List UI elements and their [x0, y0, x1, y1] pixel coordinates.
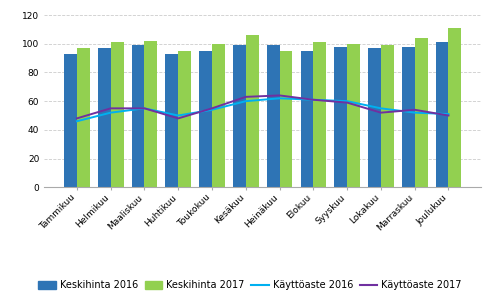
Bar [246, 35, 259, 187]
Bar [110, 42, 124, 187]
Bar [436, 42, 448, 187]
Bar [402, 47, 415, 187]
Bar [448, 28, 462, 187]
Bar [98, 48, 110, 187]
Bar [334, 47, 347, 187]
Bar [313, 42, 326, 187]
Bar [300, 51, 313, 187]
Bar [77, 48, 90, 187]
Legend: Keskihinta 2016, Keskihinta 2017, Käyttöaste 2016, Käyttöaste 2017: Keskihinta 2016, Keskihinta 2017, Käyttö… [34, 276, 465, 294]
Bar [199, 51, 212, 187]
Bar [347, 44, 360, 187]
Bar [381, 45, 394, 187]
Bar [212, 44, 225, 187]
Bar [233, 45, 246, 187]
Bar [279, 51, 293, 187]
Bar [415, 38, 428, 187]
Bar [64, 54, 77, 187]
Bar [267, 45, 279, 187]
Bar [368, 48, 381, 187]
Bar [165, 54, 178, 187]
Bar [144, 41, 157, 187]
Bar [178, 51, 191, 187]
Bar [132, 45, 144, 187]
